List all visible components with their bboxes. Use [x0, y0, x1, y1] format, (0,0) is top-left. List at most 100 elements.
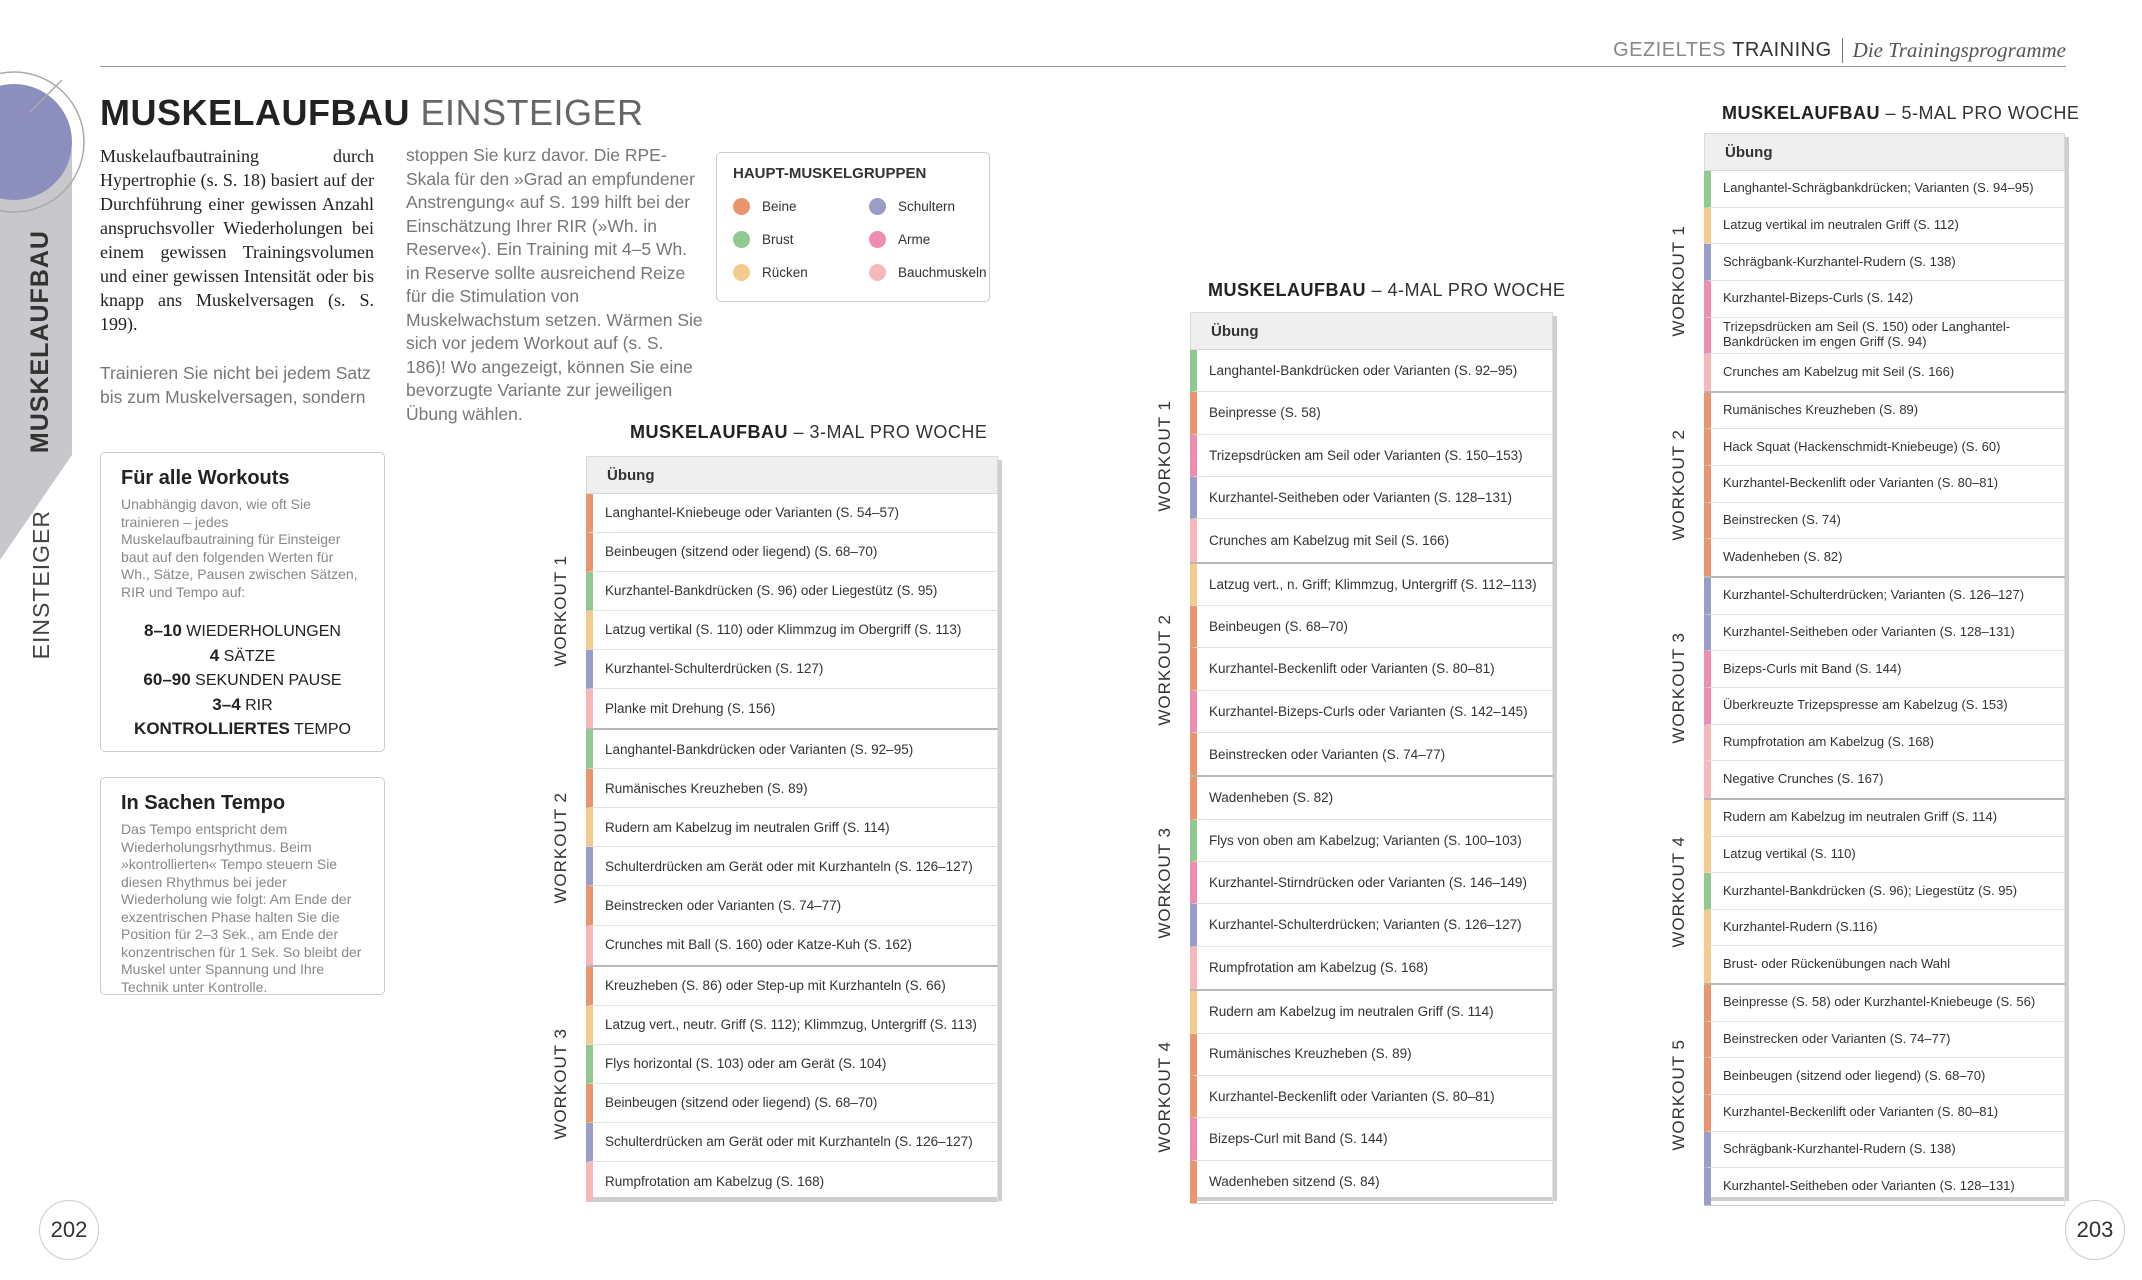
legend-dot	[733, 231, 750, 248]
workout-label-text: WORKOUT 3	[1155, 827, 1174, 940]
table-header: Übung	[1190, 312, 1553, 350]
legend-label: Schultern	[898, 199, 956, 214]
workout-group: WORKOUT 4 Rudern am Kabelzug im neutralen…	[1669, 799, 2065, 986]
exercise-row: Schulterdrücken am Gerät oder mit Kurzha…	[586, 1122, 998, 1162]
legend-title: HAUPT-MUSKELGRUPPEN	[733, 165, 927, 182]
intro-sans: stoppen Sie kurz davor. Die RPE-Skala fü…	[406, 145, 703, 424]
table-title-bold: MUSKELAUFBAU	[630, 422, 788, 442]
exercise-row: Bizeps-Curl mit Band (S. 144)	[1190, 1118, 1553, 1161]
workout-label: WORKOUT 2	[546, 730, 576, 964]
exercise-row: Beinbeugen (S. 68–70)	[1190, 606, 1553, 649]
workout-label: WORKOUT 3	[1150, 777, 1180, 989]
legend-dot	[869, 264, 886, 281]
decoration	[0, 71, 85, 560]
workout-label: WORKOUT 4	[1664, 800, 1694, 983]
legend-item: Schultern	[869, 190, 989, 223]
exercise-row: Trizepsdrücken am Seil oder Varianten (S…	[1190, 434, 1553, 478]
side-tab-bold: MUSKELAUFBAU	[26, 230, 54, 454]
box-item-light: TEMPO	[294, 721, 351, 738]
legend-dot	[733, 264, 750, 281]
workout-label-text: WORKOUT 4	[1155, 1041, 1174, 1153]
legend-item: Brust	[733, 223, 869, 256]
exercise-row: Latzug vert., n. Griff; Klimmzug, Unterg…	[1190, 563, 1553, 607]
box-text: Das Tempo entspricht dem Wiederholungsrh…	[121, 821, 362, 995]
exercise-row: Flys horizontal (S. 103) oder am Gerät (…	[586, 1044, 998, 1084]
legend-items: Beine Brust Rücken Schultern Arme Bauchmuskel…	[733, 190, 987, 289]
workout-label: WORKOUT 1	[1150, 350, 1180, 562]
exercise-row: Beinstrecken oder Varianten (S. 74–77)	[586, 886, 998, 926]
exercise-row: Überkreuzte Trizepspresse am Kabelzug (S…	[1704, 687, 2065, 725]
workout-label-text: WORKOUT 2	[551, 791, 570, 904]
legend-label: Brust	[762, 232, 794, 247]
exercise-row: Kurzhantel-Schulterdrücken; Varianten (S…	[1704, 578, 2065, 615]
exercise-row: Kurzhantel-Stirndrücken oder Varianten (…	[1190, 862, 1553, 905]
exercise-row: Kurzhantel-Seitheben oder Varianten (S. …	[1190, 477, 1553, 520]
table-title-rest: – 3-MAL PRO WOCHE	[793, 422, 988, 442]
legend-dot	[869, 198, 886, 215]
exercise-row: Langhantel-Bankdrücken oder Varianten (S…	[1190, 350, 1553, 393]
running-header: GEZIELTES TRAINING Die Trainingsprogramm…	[1613, 38, 2066, 63]
workout-label-text: WORKOUT 2	[1669, 428, 1688, 541]
exercise-row: Rudern am Kabelzug im neutralen Griff (S…	[1190, 991, 1553, 1034]
chapter: Die Trainingsprogramme	[1841, 38, 2066, 63]
box-item-bold: 4	[209, 645, 220, 665]
exercise-row: Kurzhantel-Bankdrücken (S. 96); Liegestü…	[1704, 873, 2065, 910]
exercise-row: Beinstrecken oder Varianten (S. 74–77)	[1704, 1021, 2065, 1059]
legend-dot	[869, 231, 886, 248]
workout-group: WORKOUT 3 Wadenheben (S. 82) Flys von oben…	[1155, 777, 1553, 992]
exercise-row: Rudern am Kabelzug im neutralen Griff (S…	[586, 808, 998, 848]
box-item-bold: 60–90	[143, 670, 191, 689]
box-text: Unabhängig davon, wie oft Sie trainieren…	[121, 496, 358, 600]
box-item-light: RIR	[245, 696, 273, 714]
exercise-row: Latzug vertikal im neutralen Griff (S. 1…	[1704, 207, 2065, 245]
exercise-row: Rumänisches Kreuzheben (S. 89)	[1704, 392, 2065, 430]
exercise-row: Brust- oder Rückenübungen nach Wahl	[1704, 946, 2065, 984]
exercise-row: Kurzhantel-Seitheben oder Varianten (S. …	[1704, 1168, 2065, 1205]
exercise-row: Kurzhantel-Bankdrücken (S. 96) oder Lieg…	[586, 572, 998, 612]
info-box: Für alle Workouts Unabhängig davon, wie …	[100, 452, 385, 752]
workout-label-text: WORKOUT 1	[551, 555, 570, 667]
table-title-bold: MUSKELAUFBAU	[1722, 103, 1880, 123]
intro-column-1: Muskelaufbautraining durch Hypertrophie …	[100, 144, 374, 409]
exercise-row: Crunches am Kabelzug mit Seil (S. 166)	[1190, 519, 1553, 562]
table-title: MUSKELAUFBAU – 4-MAL PRO WOCHE	[1208, 280, 1565, 301]
exercise-row: Kurzhantel-Schulterdrücken (S. 127)	[586, 650, 998, 690]
exercise-row: Latzug vert., neutr. Griff (S. 112); Kli…	[586, 1005, 998, 1045]
exercise-row: Beinpresse (S. 58)	[1190, 392, 1553, 435]
exercise-row: Langhantel-Schrägbankdrücken; Varianten …	[1704, 171, 2065, 208]
table: Übung WORKOUT 1 Langhantel-Kniebeuge oder …	[551, 456, 998, 1202]
table-title: MUSKELAUFBAU – 3-MAL PRO WOCHE	[630, 422, 987, 443]
legend-item: Rücken	[733, 256, 869, 289]
intro-column-2: stoppen Sie kurz davor. Die RPE-Skala fü…	[406, 144, 704, 426]
workout-group: WORKOUT 2 Latzug vert., n. Griff; Klimmzu…	[1155, 563, 1553, 778]
workout-group: WORKOUT 3 Kreuzheben (S. 86) oder Step-up…	[551, 966, 998, 1202]
exercise-row: Kurzhantel-Rudern (S.116)	[1704, 909, 2065, 947]
exercise-row: Negative Crunches (S. 167)	[1704, 761, 2065, 798]
page-number: 202	[39, 1200, 99, 1260]
box-item: 3–4 RIR	[121, 693, 364, 718]
box-item-bold: 8–10	[144, 621, 182, 640]
exercise-row: Wadenheben (S. 82)	[1704, 539, 2065, 577]
exercise-row: Kreuzheben (S. 86) oder Step-up mit Kurz…	[586, 966, 998, 1006]
box-item: 8–10 WIEDERHOLUNGEN	[121, 619, 364, 644]
workout-label-text: WORKOUT 3	[551, 1027, 570, 1140]
exercise-row: Kurzhantel-Bizeps-Curls (S. 142)	[1704, 280, 2065, 318]
side-tab	[0, 150, 72, 560]
exercise-row: Beinbeugen (sitzend oder liegend) (S. 68…	[586, 533, 998, 573]
exercise-row: Crunches am Kabelzug mit Seil (S. 166)	[1704, 354, 2065, 391]
box-item-bold: 3–4	[212, 694, 241, 714]
exercise-row: Kurzhantel-Bizeps-Curls oder Varianten (…	[1190, 690, 1553, 734]
workout-group: WORKOUT 3 Kurzhantel-Schulterdrücken; Var…	[1669, 578, 2065, 800]
exercise-row: Beinstrecken oder Varianten (S. 74–77)	[1190, 733, 1553, 776]
exercise-row: Kurzhantel-Beckenlift oder Varianten (S.…	[1190, 1075, 1553, 1119]
deco-disc	[0, 84, 72, 200]
title-light: EINSTEIGER	[420, 92, 644, 133]
legend: HAUPT-MUSKELGRUPPEN Beine Brust Rücken Schu…	[716, 152, 990, 302]
exercise-row: Latzug vertikal (S. 110) oder Klimmzug i…	[586, 611, 998, 651]
exercise-row: Flys von oben am Kabelzug; Varianten (S.…	[1190, 819, 1553, 863]
box-item-bold: KONTROLLIERTES	[134, 719, 290, 738]
box-item: KONTROLLIERTES TEMPO	[121, 717, 364, 742]
exercise-row: Kurzhantel-Schulterdrücken; Varianten (S…	[1190, 904, 1553, 947]
workout-label-text: WORKOUT 1	[1669, 225, 1688, 337]
